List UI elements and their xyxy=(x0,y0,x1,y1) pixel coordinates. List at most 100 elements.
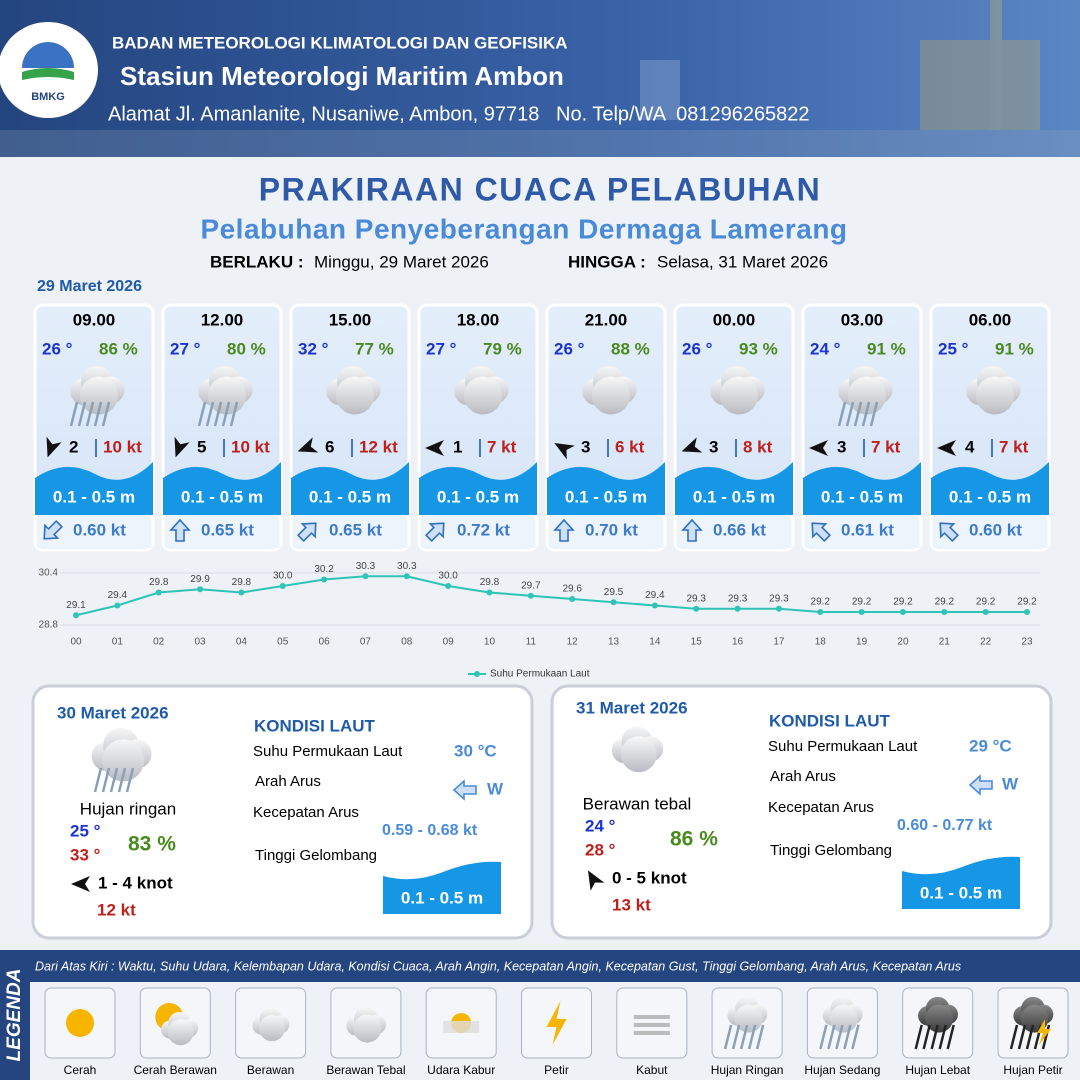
current-speed: 0.59 - 0.68 kt xyxy=(382,822,478,839)
x-tick-label: 07 xyxy=(360,637,372,648)
wind-speed: 4 xyxy=(965,437,975,456)
time: 00.00 xyxy=(713,310,756,329)
legend-label: Kabut xyxy=(636,1063,668,1077)
rain-streak xyxy=(69,401,79,427)
wind-arrow xyxy=(174,436,190,458)
title: PRAKIRAAN CUACA PELABUHAN xyxy=(259,171,822,207)
cloud-part xyxy=(591,376,630,415)
sst: 29 °C xyxy=(969,736,1012,755)
wind-speed: 3 xyxy=(581,437,590,456)
data-label: 29.3 xyxy=(686,593,706,604)
temp-min: 25 ° xyxy=(70,821,101,840)
temperature: 27 ° xyxy=(170,339,201,358)
rain-streak xyxy=(946,1024,955,1050)
rain-streak xyxy=(837,401,847,427)
current-arrow xyxy=(939,522,960,543)
wind-speed: 3 xyxy=(837,437,846,456)
data-label: 29.2 xyxy=(1017,597,1037,608)
rain-streak xyxy=(938,1024,947,1050)
rain-streak xyxy=(77,401,87,427)
rain-streak xyxy=(197,401,207,427)
data-label: 29.2 xyxy=(935,597,955,608)
legend-label: Cerah xyxy=(64,1063,97,1077)
current-arrow xyxy=(43,519,64,540)
data-label: 29.6 xyxy=(562,584,582,595)
sst: 30 °C xyxy=(454,741,497,760)
wave xyxy=(803,462,921,515)
current-speed: 0.61 kt xyxy=(841,520,894,539)
legend-label: Suhu Permukaan Laut xyxy=(490,669,590,680)
temp-max: 28 ° xyxy=(585,840,616,859)
x-tick-label: 22 xyxy=(980,637,992,648)
validity-label: BERLAKU : xyxy=(210,252,304,271)
temperature: 27 ° xyxy=(426,339,457,358)
rain-streak xyxy=(731,1024,741,1050)
wind-arrow xyxy=(425,440,444,456)
legend-swatch xyxy=(474,671,480,677)
humidity: 93 % xyxy=(739,339,778,358)
rain-streak xyxy=(853,401,863,427)
wind-speed: 1 - 4 knot xyxy=(98,873,173,892)
gust: 13 kt xyxy=(612,895,651,914)
address: Alamat Jl. Amanlanite, Nusaniwe, Ambon, … xyxy=(108,103,810,125)
gust: 7 kt xyxy=(871,437,901,456)
sea-label: Arah Arus xyxy=(770,768,836,785)
x-tick-label: 18 xyxy=(815,637,827,648)
sea-label: Arah Arus xyxy=(255,773,321,790)
data-label: 29.9 xyxy=(190,574,210,585)
current-speed: 0.66 kt xyxy=(713,520,766,539)
data-label: 29.4 xyxy=(645,590,665,601)
gust: 8 kt xyxy=(743,437,773,456)
wind-speed: 3 xyxy=(709,437,718,456)
bolt-icon xyxy=(1037,1019,1051,1045)
cloud-part xyxy=(719,376,758,415)
x-tick-label: 16 xyxy=(732,637,744,648)
rain-streak xyxy=(747,1024,757,1050)
separator xyxy=(351,439,353,457)
wave-height: 0.1 - 0.5 m xyxy=(437,487,519,506)
legend-item: Hujan Ringan xyxy=(711,987,783,1077)
separator xyxy=(735,439,737,457)
point xyxy=(445,583,452,589)
y-tick-label: 28.8 xyxy=(39,620,59,631)
haze-icon xyxy=(443,1021,480,1033)
point xyxy=(651,602,658,609)
data-label: 29.5 xyxy=(604,587,624,598)
rain-streak xyxy=(117,767,127,793)
legend-label: Udara Kabur xyxy=(427,1063,495,1077)
temperature: 24 ° xyxy=(810,339,841,358)
time: 06.00 xyxy=(969,310,1012,329)
temp-max: 33 ° xyxy=(70,845,101,864)
time: 15.00 xyxy=(329,310,372,329)
data-label: 30.3 xyxy=(356,561,376,572)
gust: 6 kt xyxy=(615,437,645,456)
temperature: 25 ° xyxy=(938,339,969,358)
cloud-icon xyxy=(822,996,863,1033)
daily-panel: 30 Maret 2026 Hujan ringan 25 ° 33 ° 83 % 1 -… xyxy=(31,684,534,940)
legend-label: Berawan Tebal xyxy=(326,1063,405,1077)
fog-icon xyxy=(633,1015,670,1019)
logo-text: BMKG xyxy=(31,91,65,103)
sea-label: Suhu Permukaan Laut xyxy=(768,738,918,755)
separator xyxy=(607,439,609,457)
rain-streak xyxy=(213,401,223,427)
rain-streak xyxy=(861,401,871,427)
point xyxy=(403,573,410,580)
current-arrow xyxy=(553,518,575,542)
data-label: 29.3 xyxy=(728,593,748,604)
legend-bar xyxy=(0,950,1080,982)
current-arrow xyxy=(296,522,317,543)
humidity: 86 % xyxy=(99,339,138,358)
rain-streak xyxy=(755,1024,765,1050)
point xyxy=(569,596,576,602)
cloud-part xyxy=(167,1019,194,1046)
validity-label: HINGGA : xyxy=(568,252,646,271)
header-band xyxy=(0,0,1080,157)
x-tick-label: 12 xyxy=(567,637,579,648)
legend-side xyxy=(0,950,30,1080)
